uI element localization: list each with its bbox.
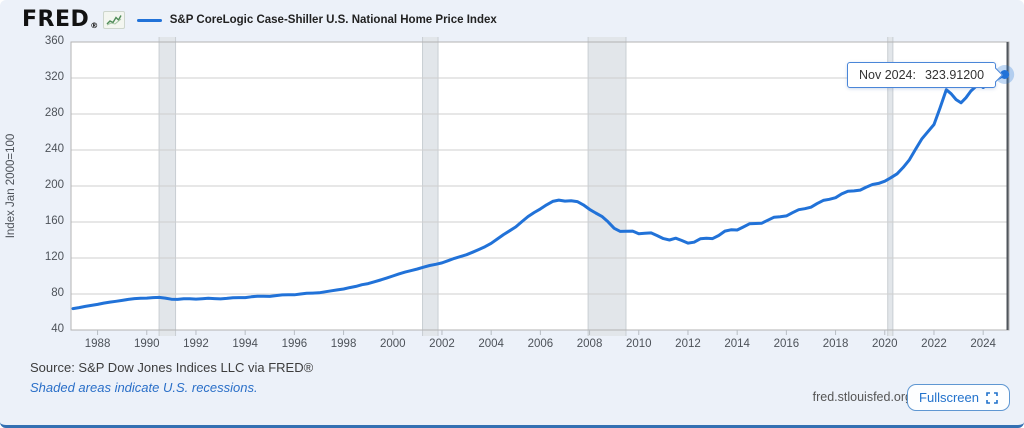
x-tick-label: 2016 [774,338,800,350]
y-tick-label: 360 [45,35,64,47]
series-path [71,73,1007,311]
x-tick-label: 1994 [232,338,258,350]
x-axis-ticks [97,330,984,335]
chart-plot-area[interactable]: 1988 1990 1992 1994 1996 1998 2000 2002 2004 2006… [0,0,1024,358]
y-tick-label: 120 [45,251,64,263]
y-tick-label: 40 [51,323,64,335]
x-tick-label: 1992 [183,338,209,350]
x-tick-label: 2006 [528,338,554,350]
x-tick-label: 1988 [85,338,111,350]
x-tick-label: 2008 [577,338,603,350]
x-axis-labels: 1988 1990 1992 1994 1996 1998 2000 2002 2004 2006… [85,338,997,350]
x-tick-label: 2000 [380,338,406,350]
x-tick-label: 2024 [970,338,996,350]
last-point-marker [995,64,1015,84]
x-tick-label: 2010 [626,338,652,350]
tooltip-value: 323.91200 [924,68,985,82]
hover-tooltip: Nov 2024: 323.91200 [847,62,997,88]
fullscreen-icon [986,391,998,404]
x-tick-label: 2014 [724,338,750,350]
y-tick-label: 80 [51,287,64,299]
registered-mark: ® [90,21,99,30]
series-line [71,73,1007,311]
marker-dot [1000,69,1010,79]
y-axis-title-text: Index Jan 2000=100 [5,134,17,239]
fullscreen-button[interactable]: Fullscreen [907,384,1010,411]
tooltip-date: Nov 2024: [859,68,916,82]
fred-logo[interactable]: FRED ® [22,9,99,31]
x-tick-label: 2020 [872,338,898,350]
x-tick-label: 2022 [921,338,947,350]
recession-note-link[interactable]: Shaded areas indicate U.S. recessions. [30,380,258,395]
fullscreen-label: Fullscreen [919,390,979,405]
site-url: fred.stlouisfed.org [812,390,912,404]
source-text: Source: S&P Dow Jones Indices LLC via FR… [30,360,314,375]
x-tick-label: 1996 [282,338,308,350]
y-tick-label: 240 [45,143,64,155]
fred-sparkline-icon [102,11,125,29]
x-tick-label: 1998 [331,338,357,350]
legend-series-label: S&P CoreLogic Case-Shiller U.S. National… [169,14,497,26]
fred-logo-text: FRED [22,7,90,32]
y-tick-label: 160 [45,215,64,227]
y-tick-label: 200 [45,179,64,191]
legend-item[interactable]: S&P CoreLogic Case-Shiller U.S. National… [136,14,497,26]
x-tick-label: 2004 [478,338,504,350]
x-tick-label: 2002 [429,338,455,350]
y-axis-title: Index Jan 2000=100 [5,134,17,239]
x-tick-label: 2018 [823,338,849,350]
y-tick-label: 320 [45,71,64,83]
chart-header: FRED ® S&P CoreLogic Case-Shiller U.S. Na… [22,9,497,31]
x-tick-label: 1990 [134,338,160,350]
legend-line-swatch [136,18,162,22]
y-tick-label: 280 [45,107,64,119]
x-tick-label: 2012 [675,338,701,350]
y-axis-labels: 40 80 120 160 200 240 280 320 360 [45,35,64,335]
